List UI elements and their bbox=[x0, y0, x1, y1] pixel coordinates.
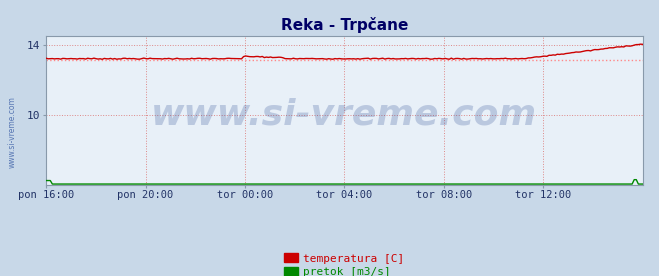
Legend: temperatura [C], pretok [m3/s]: temperatura [C], pretok [m3/s] bbox=[284, 253, 405, 276]
Text: www.si-vreme.com: www.si-vreme.com bbox=[152, 98, 537, 132]
Title: Reka - Trpčane: Reka - Trpčane bbox=[281, 17, 408, 33]
Text: www.si-vreme.com: www.si-vreme.com bbox=[8, 97, 17, 168]
